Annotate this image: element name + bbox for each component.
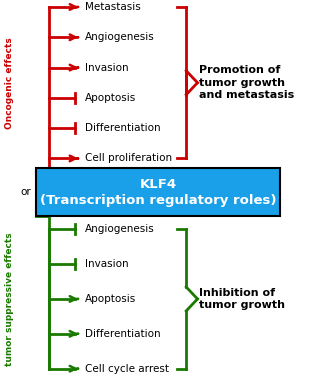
Text: or: or bbox=[20, 187, 31, 198]
Text: Promotion of
tumor growth
and metastasis: Promotion of tumor growth and metastasis bbox=[199, 65, 295, 100]
FancyBboxPatch shape bbox=[36, 168, 280, 216]
Text: Cell cycle arrest: Cell cycle arrest bbox=[85, 364, 169, 374]
Text: Inhibition of
tumor growth: Inhibition of tumor growth bbox=[199, 288, 285, 310]
Text: Cell proliferation: Cell proliferation bbox=[85, 154, 172, 164]
Text: Differentiation: Differentiation bbox=[85, 123, 160, 133]
Text: KLF4
(Transcription regulatory roles): KLF4 (Transcription regulatory roles) bbox=[40, 178, 276, 207]
Text: Oncogenic effects: Oncogenic effects bbox=[5, 37, 14, 129]
Text: Invasion: Invasion bbox=[85, 259, 128, 269]
Text: tumor suppressive effects: tumor suppressive effects bbox=[5, 232, 14, 366]
Text: Invasion: Invasion bbox=[85, 62, 128, 72]
Text: Apoptosis: Apoptosis bbox=[85, 294, 136, 304]
Text: Apoptosis: Apoptosis bbox=[85, 93, 136, 103]
Text: Angiogenesis: Angiogenesis bbox=[85, 32, 154, 42]
Text: Differentiation: Differentiation bbox=[85, 329, 160, 339]
Text: Angiogenesis: Angiogenesis bbox=[85, 224, 154, 234]
Text: Metastasis: Metastasis bbox=[85, 2, 140, 12]
